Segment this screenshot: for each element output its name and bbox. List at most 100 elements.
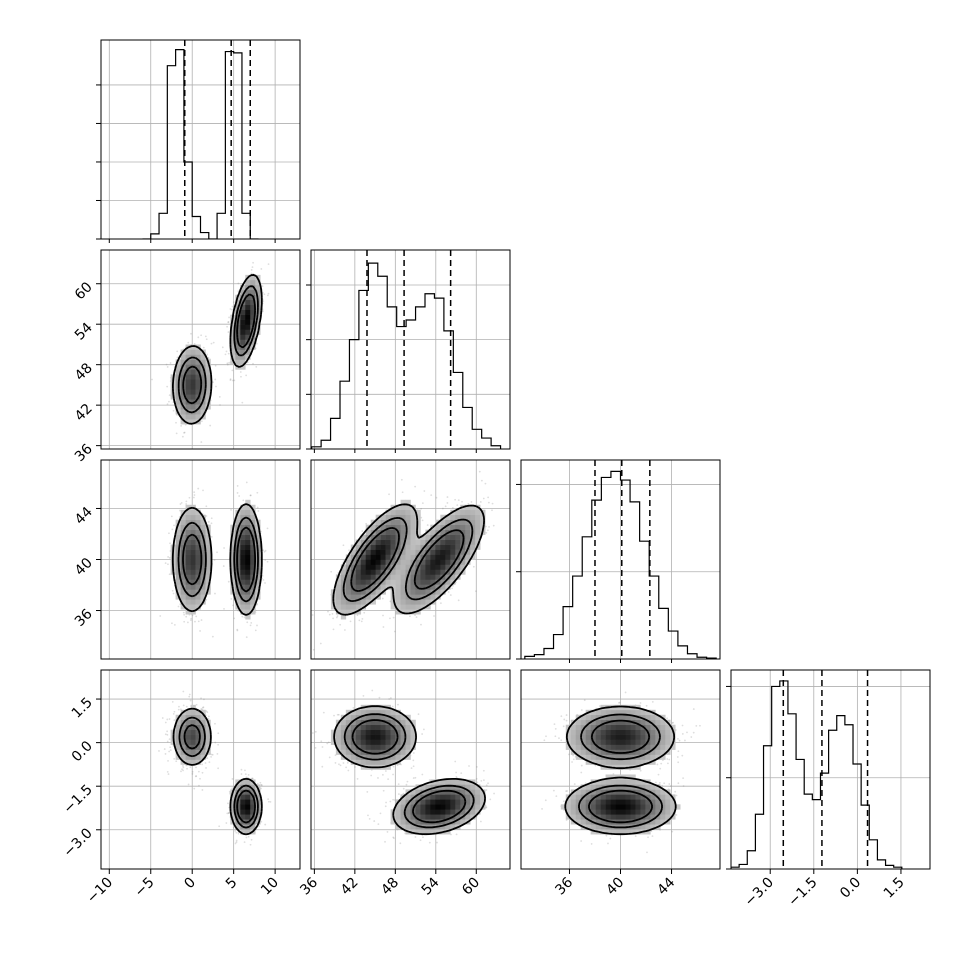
density-cell [430, 569, 436, 575]
hist-0-frame [100, 39, 301, 240]
scatter-point [227, 352, 230, 355]
density-cell [335, 579, 342, 585]
density-cell [435, 574, 441, 580]
density-cell [240, 284, 246, 291]
scatter-point [170, 515, 173, 518]
density-cell [410, 519, 416, 525]
density-cell [450, 564, 456, 570]
density-cell [350, 589, 357, 595]
density-cell [250, 564, 256, 570]
density-cell [395, 584, 401, 590]
scatter-point [251, 266, 254, 269]
density-cell [190, 359, 196, 365]
density-cell [395, 594, 401, 600]
density-cell [355, 584, 362, 590]
scatter-point [240, 375, 242, 378]
density-cell [370, 584, 376, 590]
density-cell [440, 579, 446, 585]
density-cell [230, 349, 236, 355]
density-cell [380, 559, 386, 565]
scatter-point [210, 522, 213, 525]
density-cell [175, 544, 181, 550]
scatter-point [194, 775, 197, 778]
density-cell [435, 564, 441, 570]
density-cell [365, 544, 371, 550]
density-cell [445, 559, 451, 565]
density-cell [195, 414, 201, 420]
scatter-point [178, 705, 180, 708]
density-cell [240, 599, 246, 605]
density-cell [235, 354, 241, 360]
scatter-point [165, 363, 168, 366]
density-cell [405, 559, 411, 565]
density-cell [240, 554, 246, 560]
density-cell [420, 574, 426, 580]
density-cell [190, 344, 196, 350]
density-cell [200, 594, 206, 600]
scatter-point [319, 642, 322, 645]
scatter-point [168, 556, 171, 559]
scatter-point [164, 733, 167, 736]
scatter-point [423, 490, 426, 492]
scatter-point [168, 394, 171, 397]
density-cell [335, 594, 342, 600]
scatter-point [256, 624, 258, 627]
scatter-point [226, 812, 229, 815]
density-cell [185, 514, 191, 520]
density-cell [195, 579, 201, 585]
density-cell [380, 524, 386, 530]
scatter-point [234, 830, 237, 832]
density-cell [365, 564, 371, 570]
density-cell [400, 504, 406, 511]
scatter-point [446, 496, 449, 498]
density-cell [410, 549, 416, 555]
density-cell [455, 519, 461, 525]
scatter-point [230, 508, 232, 511]
density-cell [195, 549, 201, 555]
density-cell [180, 399, 186, 405]
scatter-point [173, 757, 176, 760]
density-cell [375, 554, 381, 560]
density-cell [365, 574, 371, 580]
scatter-point [249, 843, 252, 846]
density-cell [195, 599, 201, 605]
density-cell [345, 599, 352, 605]
density-cell [465, 549, 471, 555]
density-cell [190, 544, 196, 550]
scatter-point [167, 759, 169, 762]
density-cell [240, 524, 246, 530]
density-cell [245, 574, 251, 580]
density-cell [190, 574, 196, 580]
density-cell [340, 609, 347, 615]
density-cell [360, 579, 367, 585]
density-cell [230, 579, 236, 585]
density-cell [420, 599, 426, 605]
density-cell [190, 389, 196, 395]
density-cell [180, 534, 186, 540]
scatter-point [218, 825, 221, 828]
density-cell [375, 534, 381, 540]
density-cell [430, 554, 436, 560]
density-cell [195, 354, 201, 360]
density-cell [355, 604, 362, 610]
density-cell [345, 579, 352, 585]
density-cell [440, 529, 446, 535]
density-cell [240, 534, 246, 540]
density-cell [175, 589, 181, 595]
scatter-point [250, 838, 253, 841]
density-cell [245, 559, 251, 565]
density-cell [405, 534, 411, 540]
density-cell [460, 514, 466, 520]
hist-panel-0 [96, 39, 301, 240]
density-cell [185, 594, 191, 600]
contour-level-0 [182, 526, 256, 593]
density-cell [380, 519, 386, 525]
density-cell [370, 599, 376, 605]
density-cell [185, 504, 191, 511]
density-cell [470, 509, 476, 516]
scatter-point [231, 308, 233, 311]
contour-level-0 [350, 527, 465, 592]
density-cell [250, 604, 256, 610]
scatter-point [194, 620, 196, 623]
density-cell [445, 519, 451, 525]
